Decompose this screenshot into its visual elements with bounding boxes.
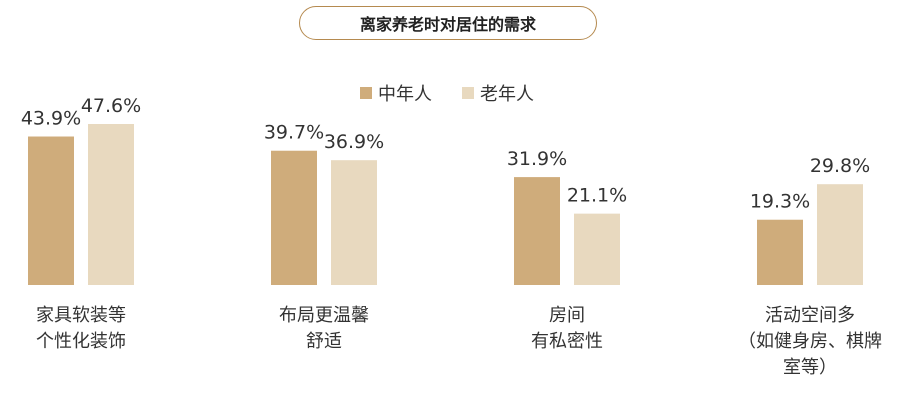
- legend-swatch-elderly: [462, 87, 474, 99]
- chart-title: 离家养老时对居住的需求: [299, 6, 597, 40]
- legend-item-elderly: 老年人: [462, 80, 534, 106]
- value-label-layout-middle-aged: 39.7%: [264, 122, 324, 144]
- bar-decor-middle-aged: [28, 136, 74, 285]
- value-label-decor-middle-aged: 43.9%: [21, 108, 81, 130]
- legend-label-middle-aged: 中年人: [378, 84, 432, 105]
- legend-swatch-middle-aged: [360, 87, 372, 99]
- value-label-layout-elderly: 36.9%: [324, 131, 384, 153]
- bar-privacy-middle-aged: [514, 177, 560, 285]
- value-label-decor-elderly: 47.6%: [81, 95, 141, 117]
- value-label-privacy-middle-aged: 31.9%: [507, 148, 567, 170]
- legend-item-middle-aged: 中年人: [360, 80, 432, 106]
- bar-decor-elderly: [88, 124, 134, 285]
- category-label-activity-space: 活动空间多 （如健身房、棋牌 室等）: [738, 305, 882, 378]
- legend-label-elderly: 老年人: [480, 84, 534, 105]
- bar-activity-space-elderly: [817, 184, 863, 285]
- category-label-layout: 布局更温馨 舒适: [279, 305, 369, 352]
- value-label-activity-space-middle-aged: 19.3%: [750, 191, 810, 213]
- bar-activity-space-middle-aged: [757, 219, 803, 285]
- value-label-privacy-elderly: 21.1%: [567, 185, 627, 207]
- bar-layout-middle-aged: [271, 150, 317, 285]
- category-label-privacy: 房间 有私密性: [531, 305, 603, 352]
- category-label-decor: 家具软装等 个性化装饰: [36, 305, 126, 352]
- bar-layout-elderly: [331, 160, 377, 285]
- value-label-activity-space-elderly: 29.8%: [810, 155, 870, 177]
- bar-privacy-elderly: [574, 213, 620, 285]
- legend: 中年人 老年人: [360, 80, 564, 106]
